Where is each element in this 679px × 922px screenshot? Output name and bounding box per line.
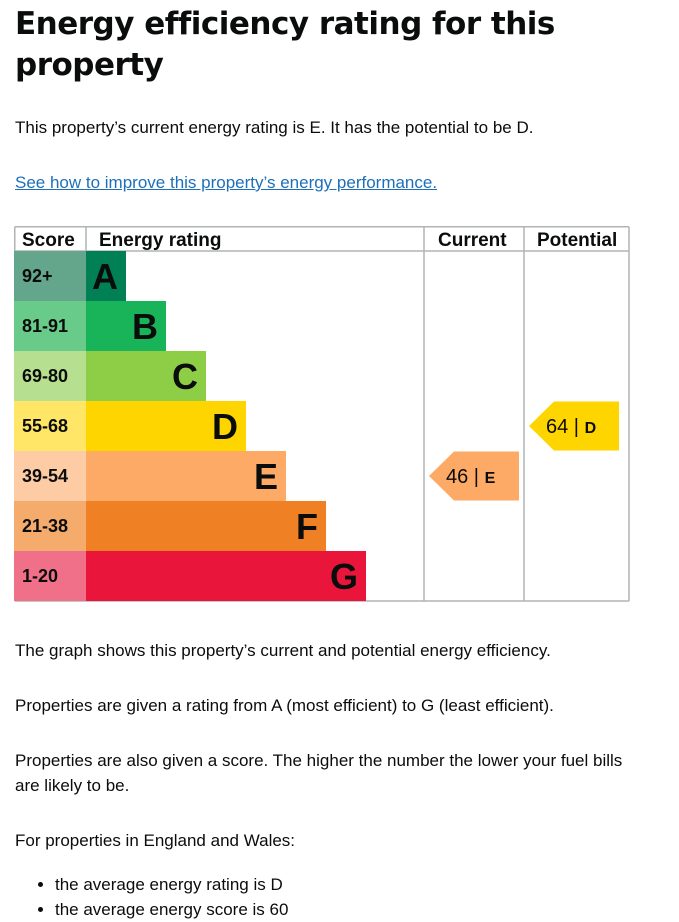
band-bar-g (86, 551, 366, 601)
rating-explanation: Properties are given a rating from A (mo… (15, 696, 554, 715)
score-explanation: Properties are also given a score. The h… (15, 751, 623, 795)
list-item: the average energy score is 60 (55, 897, 288, 922)
band-letter-label: C (172, 356, 198, 397)
potential-rating-arrow (529, 401, 619, 451)
current-rating-label: 46 | E (446, 466, 496, 488)
band-score-label: 92+ (22, 266, 53, 286)
band-score-cell-d (14, 401, 86, 451)
band-letter-label: F (296, 506, 318, 547)
rating-summary: This property’s current energy rating is… (15, 118, 534, 137)
current-rating-arrow (429, 451, 519, 501)
rating-column-header: Energy rating (99, 230, 221, 251)
current-column-header: Current (438, 230, 507, 251)
band-score-label: 39-54 (22, 466, 68, 486)
band-letter-label: B (132, 306, 158, 347)
potential-rating-label: 64 | D (546, 416, 596, 438)
band-bar-d (86, 401, 246, 451)
band-letter-label: A (92, 256, 118, 297)
band-score-label: 1-20 (22, 566, 58, 586)
band-letter-label: E (254, 456, 278, 497)
page-title: Energy efficiency rating for this proper… (15, 6, 555, 83)
rating-markers: 46 | E 64 | D (429, 401, 619, 501)
averages-list: the average energy rating is D the avera… (15, 872, 288, 922)
band-bar-f (86, 501, 326, 551)
band-score-cell-b (14, 301, 86, 351)
band-score-label: 55-68 (22, 416, 68, 436)
band-letter-label: G (330, 556, 358, 597)
improve-energy-link[interactable]: See how to improve this property’s energ… (15, 173, 438, 192)
score-column-header: Score (22, 230, 75, 251)
list-item: the average energy rating is D (55, 872, 288, 897)
band-bar-b (86, 301, 166, 351)
band-bar-a (86, 251, 126, 301)
rating-bands: 92+ A 81-91 B 69-80 C 55-68 D 39-54 E 21-38 F 1-20 G (14, 251, 366, 601)
band-score-cell-f (14, 501, 86, 551)
band-score-label: 81-91 (22, 316, 68, 336)
band-bar-e (86, 451, 286, 501)
potential-column-header: Potential (537, 230, 617, 251)
band-score-label: 69-80 (22, 366, 68, 386)
band-bar-c (86, 351, 206, 401)
band-letter-label: D (212, 406, 238, 447)
band-score-cell-c (14, 351, 86, 401)
region-intro: For properties in England and Wales: (15, 831, 296, 850)
graph-explanation: The graph shows this property’s current … (15, 641, 551, 660)
band-score-cell-e (14, 451, 86, 501)
band-score-cell-g (14, 551, 86, 601)
band-score-label: 21-38 (22, 516, 68, 536)
energy-rating-chart: Score Energy rating Current Potential 92… (14, 226, 630, 602)
band-score-cell-a (14, 251, 86, 301)
